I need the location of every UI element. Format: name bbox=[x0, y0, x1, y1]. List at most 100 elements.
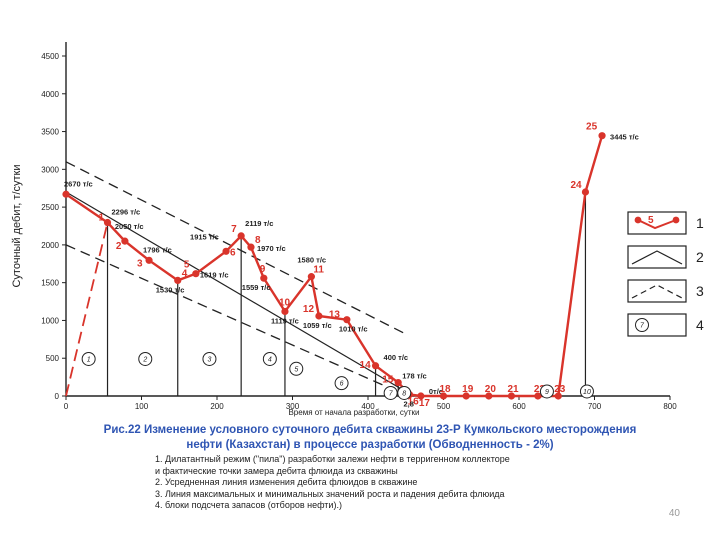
data-point bbox=[462, 392, 470, 400]
data-point bbox=[343, 316, 351, 324]
note-line-2: и фактические точки замера дебита флюида… bbox=[155, 465, 398, 476]
block-marker bbox=[397, 385, 412, 400]
block-marker bbox=[579, 384, 594, 399]
point-value-label: 2050 т/с bbox=[115, 222, 144, 231]
note-line-1: 1. Дилатантный режим ("пила") разработки… bbox=[155, 454, 510, 464]
y-tick-label: 3000 bbox=[41, 165, 59, 174]
x-tick-label: 600 bbox=[512, 402, 526, 411]
page-number: 40 bbox=[668, 508, 680, 519]
point-value-label: 1580 т/с bbox=[297, 256, 326, 265]
point-number-label: 20 bbox=[485, 384, 497, 395]
block-number-label: 4 bbox=[268, 356, 272, 363]
legend-key-label: 2 bbox=[696, 249, 704, 265]
point-value-label: 178 т/с bbox=[402, 372, 427, 381]
point-value-label: 2670 т/с bbox=[64, 179, 93, 188]
point-number-label: 5 bbox=[184, 260, 190, 271]
legend-key-label: 4 bbox=[696, 317, 704, 333]
y-tick-label: 4500 bbox=[41, 52, 59, 61]
point-number-label: 12 bbox=[303, 304, 315, 315]
data-point bbox=[439, 392, 448, 400]
y-tick-label: 2500 bbox=[41, 203, 59, 212]
data-point bbox=[315, 312, 323, 320]
chart-title: Рис.22 Изменение условного суточного деб… bbox=[103, 424, 637, 451]
x-tick-label: 400 bbox=[361, 402, 375, 411]
legend-swatch-box bbox=[627, 211, 687, 235]
start-dashed-line bbox=[65, 222, 109, 397]
data-point bbox=[62, 190, 70, 198]
data-point bbox=[417, 392, 425, 400]
point-value-label: 2,8 bbox=[404, 399, 414, 408]
point-number-label: 7 bbox=[231, 224, 237, 235]
point-value-label: 1796 т/с bbox=[143, 245, 172, 254]
point-number-label: 11 bbox=[313, 265, 324, 276]
note-line-3: 2. Усредненная линия изменения дебита фл… bbox=[155, 477, 418, 487]
block-number-label: 3 bbox=[207, 356, 211, 363]
legend-red-point bbox=[634, 216, 642, 224]
data-point bbox=[260, 274, 268, 282]
legend-block-marker bbox=[635, 318, 649, 332]
point-number-label: 22 bbox=[534, 384, 546, 395]
data-point bbox=[222, 247, 230, 255]
block-number-label: 8 bbox=[402, 390, 406, 397]
x-tick-label: 700 bbox=[588, 402, 602, 411]
block-number-label: 2 bbox=[142, 356, 147, 363]
data-point bbox=[192, 270, 200, 278]
data-point bbox=[103, 218, 112, 227]
note-line-4: 3. Линия максимальных и минимальных знач… bbox=[155, 488, 505, 499]
point-number-label: 1 bbox=[99, 213, 105, 224]
block-marker bbox=[81, 351, 96, 366]
point-number-label: 18 bbox=[440, 384, 452, 395]
block-number-label: 9 bbox=[545, 389, 549, 396]
data-point bbox=[174, 276, 182, 284]
y-tick-label: 3500 bbox=[41, 128, 59, 137]
y-tick-label: 2000 bbox=[41, 241, 59, 250]
point-value-label: 1010 т/с bbox=[339, 325, 368, 334]
point-number-label: 17 bbox=[419, 398, 431, 409]
point-number-label: 9 bbox=[260, 264, 266, 275]
block-number-label: 5 bbox=[294, 366, 298, 373]
data-point bbox=[598, 132, 606, 140]
block-marker bbox=[202, 351, 217, 366]
block-marker bbox=[539, 384, 554, 399]
point-number-label: 6 bbox=[230, 247, 236, 258]
data-point bbox=[145, 256, 153, 264]
chart-notes: 1. Дилатантный режим ("пила") разработки… bbox=[155, 454, 635, 512]
x-tick-label: 300 bbox=[286, 402, 300, 411]
data-point bbox=[247, 243, 255, 251]
note-line-5: 4. блоки подсчета запасов (отборов нефти… bbox=[155, 500, 342, 510]
block-number-label: 6 bbox=[340, 381, 344, 388]
point-value-label: 0т/с bbox=[429, 387, 443, 396]
block-marker bbox=[262, 351, 277, 366]
point-value-label: 1915 т/с bbox=[190, 232, 219, 241]
data-point bbox=[371, 362, 380, 370]
x-tick-label: 0 bbox=[64, 402, 69, 411]
x-tick-label: 100 bbox=[135, 402, 149, 411]
data-point bbox=[581, 188, 590, 196]
data-point bbox=[121, 237, 129, 245]
y-tick-label: 500 bbox=[46, 354, 60, 363]
point-number-label: 25 bbox=[586, 122, 598, 133]
point-value-label: 2119 т/с bbox=[245, 219, 273, 228]
point-value-label: 2296 т/с bbox=[112, 208, 141, 217]
averaged-line bbox=[65, 191, 414, 397]
point-number-label: 14 bbox=[360, 360, 372, 371]
point-value-label: 1530 т/с bbox=[156, 285, 185, 294]
y-tick-label: 4000 bbox=[41, 90, 59, 99]
block-number-label: 10 bbox=[583, 389, 591, 396]
x-axis-label: Время от начала разработки, сутки bbox=[288, 408, 419, 417]
block-marker bbox=[138, 351, 153, 366]
point-number-label: 10 bbox=[279, 297, 291, 308]
y-axis-label: Суточный дебит, т/сутки bbox=[11, 164, 23, 287]
data-point bbox=[307, 273, 315, 281]
point-number-label: 8 bbox=[255, 235, 261, 246]
point-value-label: 1619 т/с bbox=[200, 271, 229, 280]
point-number-label: 21 bbox=[507, 384, 519, 395]
legend-key-label: 3 bbox=[696, 283, 704, 299]
point-number-label: 4 bbox=[182, 268, 188, 279]
data-point bbox=[554, 392, 562, 400]
envelope-lower-line bbox=[65, 244, 391, 390]
x-tick-label: 500 bbox=[437, 402, 451, 411]
x-tick-label: 200 bbox=[210, 402, 224, 411]
legend-swatch-box bbox=[627, 279, 687, 303]
